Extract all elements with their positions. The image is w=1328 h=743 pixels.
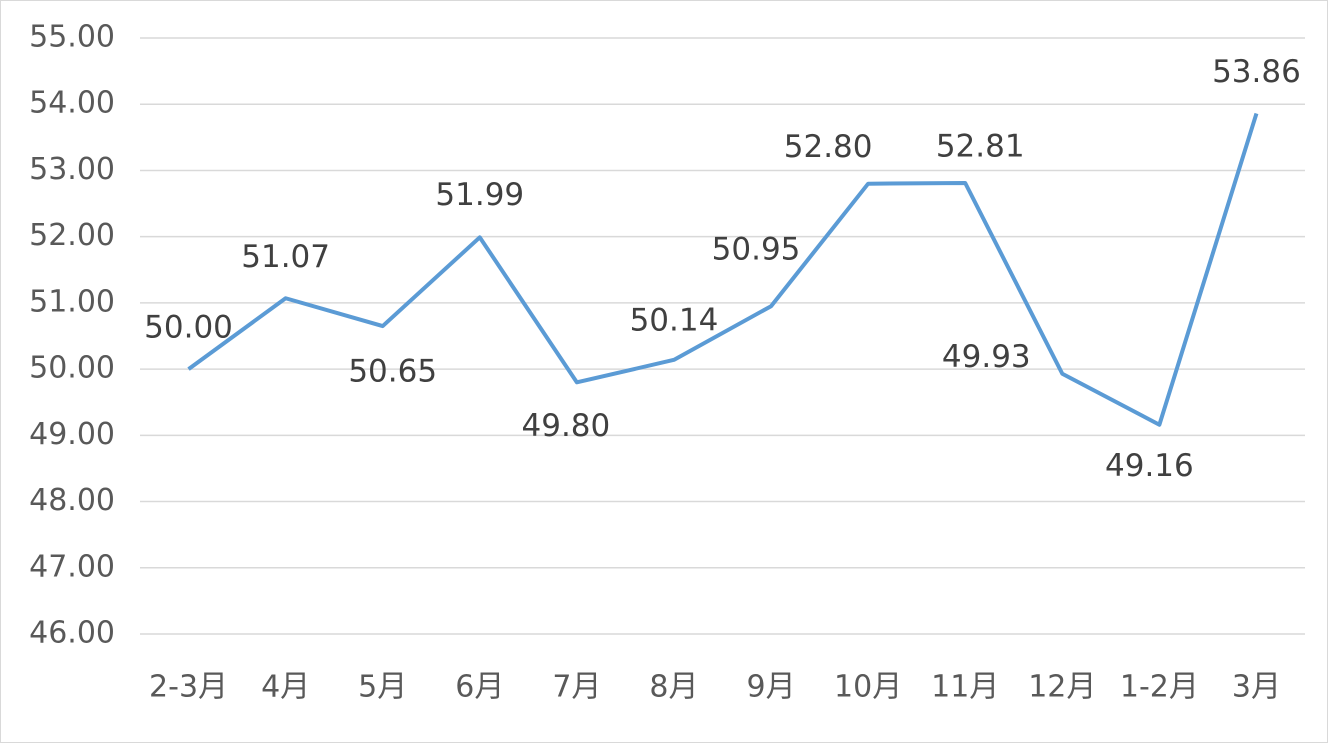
y-tick-label: 54.00: [29, 86, 115, 121]
x-tick-label: 10月: [834, 670, 902, 705]
data-label: 50.65: [348, 354, 437, 390]
y-tick-label: 51.00: [29, 284, 115, 319]
y-tick-label: 46.00: [29, 616, 115, 651]
x-tick-label: 3月: [1232, 670, 1281, 705]
data-label: 51.07: [241, 239, 330, 275]
data-label: 50.95: [712, 232, 801, 268]
data-label: 49.16: [1105, 448, 1194, 484]
x-tick-label: 1-2月: [1120, 670, 1199, 705]
data-label: 49.93: [942, 339, 1031, 375]
x-tick-label: 12月: [1028, 670, 1096, 705]
x-tick-label: 8月: [649, 670, 698, 705]
x-tick-label: 7月: [552, 670, 601, 705]
x-tick-label: 9月: [746, 670, 795, 705]
y-tick-label: 53.00: [29, 152, 115, 187]
y-tick-label: 49.00: [29, 417, 115, 452]
x-tick-label: 5月: [358, 670, 407, 705]
data-label: 52.80: [784, 129, 873, 165]
y-tick-label: 47.00: [29, 549, 115, 584]
x-tick-label: 4月: [261, 670, 310, 705]
y-tick-label: 55.00: [29, 20, 115, 55]
data-label: 50.14: [630, 302, 719, 338]
y-tick-label: 52.00: [29, 218, 115, 253]
line: [187, 112, 1259, 427]
y-tick-label: 50.00: [29, 351, 115, 386]
data-label: 52.81: [936, 129, 1025, 165]
data-label: 50.00: [144, 310, 233, 346]
x-tick-label: 6月: [455, 670, 504, 705]
x-tick-label: 2-3月: [149, 670, 228, 705]
x-tick-label: 11月: [931, 670, 999, 705]
data-label: 51.99: [435, 177, 524, 213]
y-tick-label: 48.00: [29, 483, 115, 518]
data-label: 53.86: [1212, 54, 1301, 90]
data-label: 49.80: [522, 408, 611, 444]
